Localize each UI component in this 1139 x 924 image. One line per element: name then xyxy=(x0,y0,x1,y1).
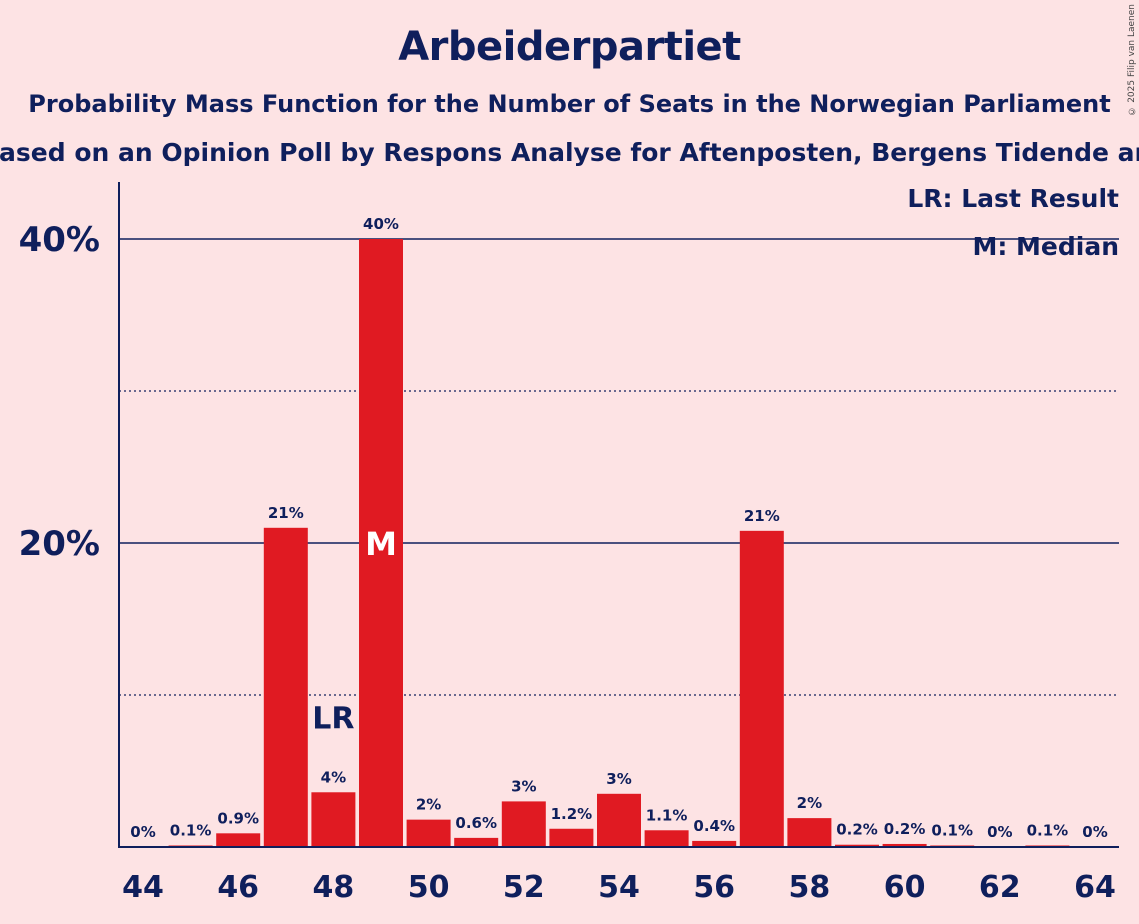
bar-seat-53 xyxy=(549,828,594,847)
x-tick-label: 54 xyxy=(598,870,640,905)
bar-value-label: 0.9% xyxy=(217,809,259,827)
median-marker: M xyxy=(365,525,397,563)
bar-value-label: 21% xyxy=(268,504,304,522)
bar-value-label: 0.4% xyxy=(693,817,735,835)
bar-value-label: 0% xyxy=(130,823,155,841)
legend-median: M: Median xyxy=(972,232,1119,261)
bar-seat-49 xyxy=(359,239,403,847)
x-tick-label: 60 xyxy=(884,870,926,905)
bar-value-label: 3% xyxy=(511,777,536,795)
x-tick-label: 62 xyxy=(979,870,1021,905)
bar-value-label: 1.2% xyxy=(551,805,593,823)
bar-value-label: 0.1% xyxy=(1027,821,1069,839)
bar-value-label: 1.1% xyxy=(646,806,688,824)
bar-value-label: 0.1% xyxy=(170,821,212,839)
x-tick-label: 50 xyxy=(408,870,450,905)
bar-seat-48 xyxy=(311,792,356,847)
bar-value-label: 0.2% xyxy=(884,820,926,838)
bar-value-label: 0% xyxy=(1082,823,1107,841)
bar-seat-58 xyxy=(787,818,832,847)
bar-seat-56 xyxy=(692,840,737,847)
bar-value-label: 40% xyxy=(363,215,399,233)
bar-value-label: 0.1% xyxy=(931,821,973,839)
x-tick-label: 58 xyxy=(789,870,831,905)
bar-value-label: 3% xyxy=(606,770,631,788)
bar-seat-50 xyxy=(406,819,451,847)
y-tick-label: 20% xyxy=(19,524,100,564)
x-tick-label: 44 xyxy=(122,870,164,905)
bar-seat-51 xyxy=(454,837,499,847)
bar-value-label: 2% xyxy=(416,796,441,814)
bar-value-label: 21% xyxy=(744,507,780,525)
bar-seat-59 xyxy=(835,844,879,847)
bar-seat-52 xyxy=(501,801,546,847)
bar-seat-46 xyxy=(216,833,261,847)
bar-value-label: 2% xyxy=(797,794,822,812)
bar-value-label: 0.2% xyxy=(836,821,878,839)
bar-seat-47 xyxy=(263,527,308,847)
bar-value-label: 0.6% xyxy=(455,814,497,832)
bar-seat-55 xyxy=(644,830,689,847)
last-result-marker: LR xyxy=(312,701,354,736)
legend-last-result: LR: Last Result xyxy=(907,184,1119,213)
y-tick-label: 40% xyxy=(19,220,100,260)
x-tick-label: 46 xyxy=(217,870,259,905)
bar-seat-60 xyxy=(882,843,927,847)
bar-value-label: 0% xyxy=(987,823,1012,841)
bar-value-label: 4% xyxy=(321,768,346,786)
chart-source-line: Based on an Opinion Poll by Respons Anal… xyxy=(0,138,1139,167)
chart-subtitle: Probability Mass Function for the Number… xyxy=(28,90,1111,118)
x-tick-label: 64 xyxy=(1074,870,1116,905)
x-tick-label: 52 xyxy=(503,870,545,905)
chart-title: Arbeiderpartiet xyxy=(398,24,741,70)
x-tick-label: 48 xyxy=(313,870,355,905)
bar-seat-54 xyxy=(597,793,641,847)
x-tick-label: 56 xyxy=(693,870,735,905)
bar-seat-57 xyxy=(739,530,784,847)
